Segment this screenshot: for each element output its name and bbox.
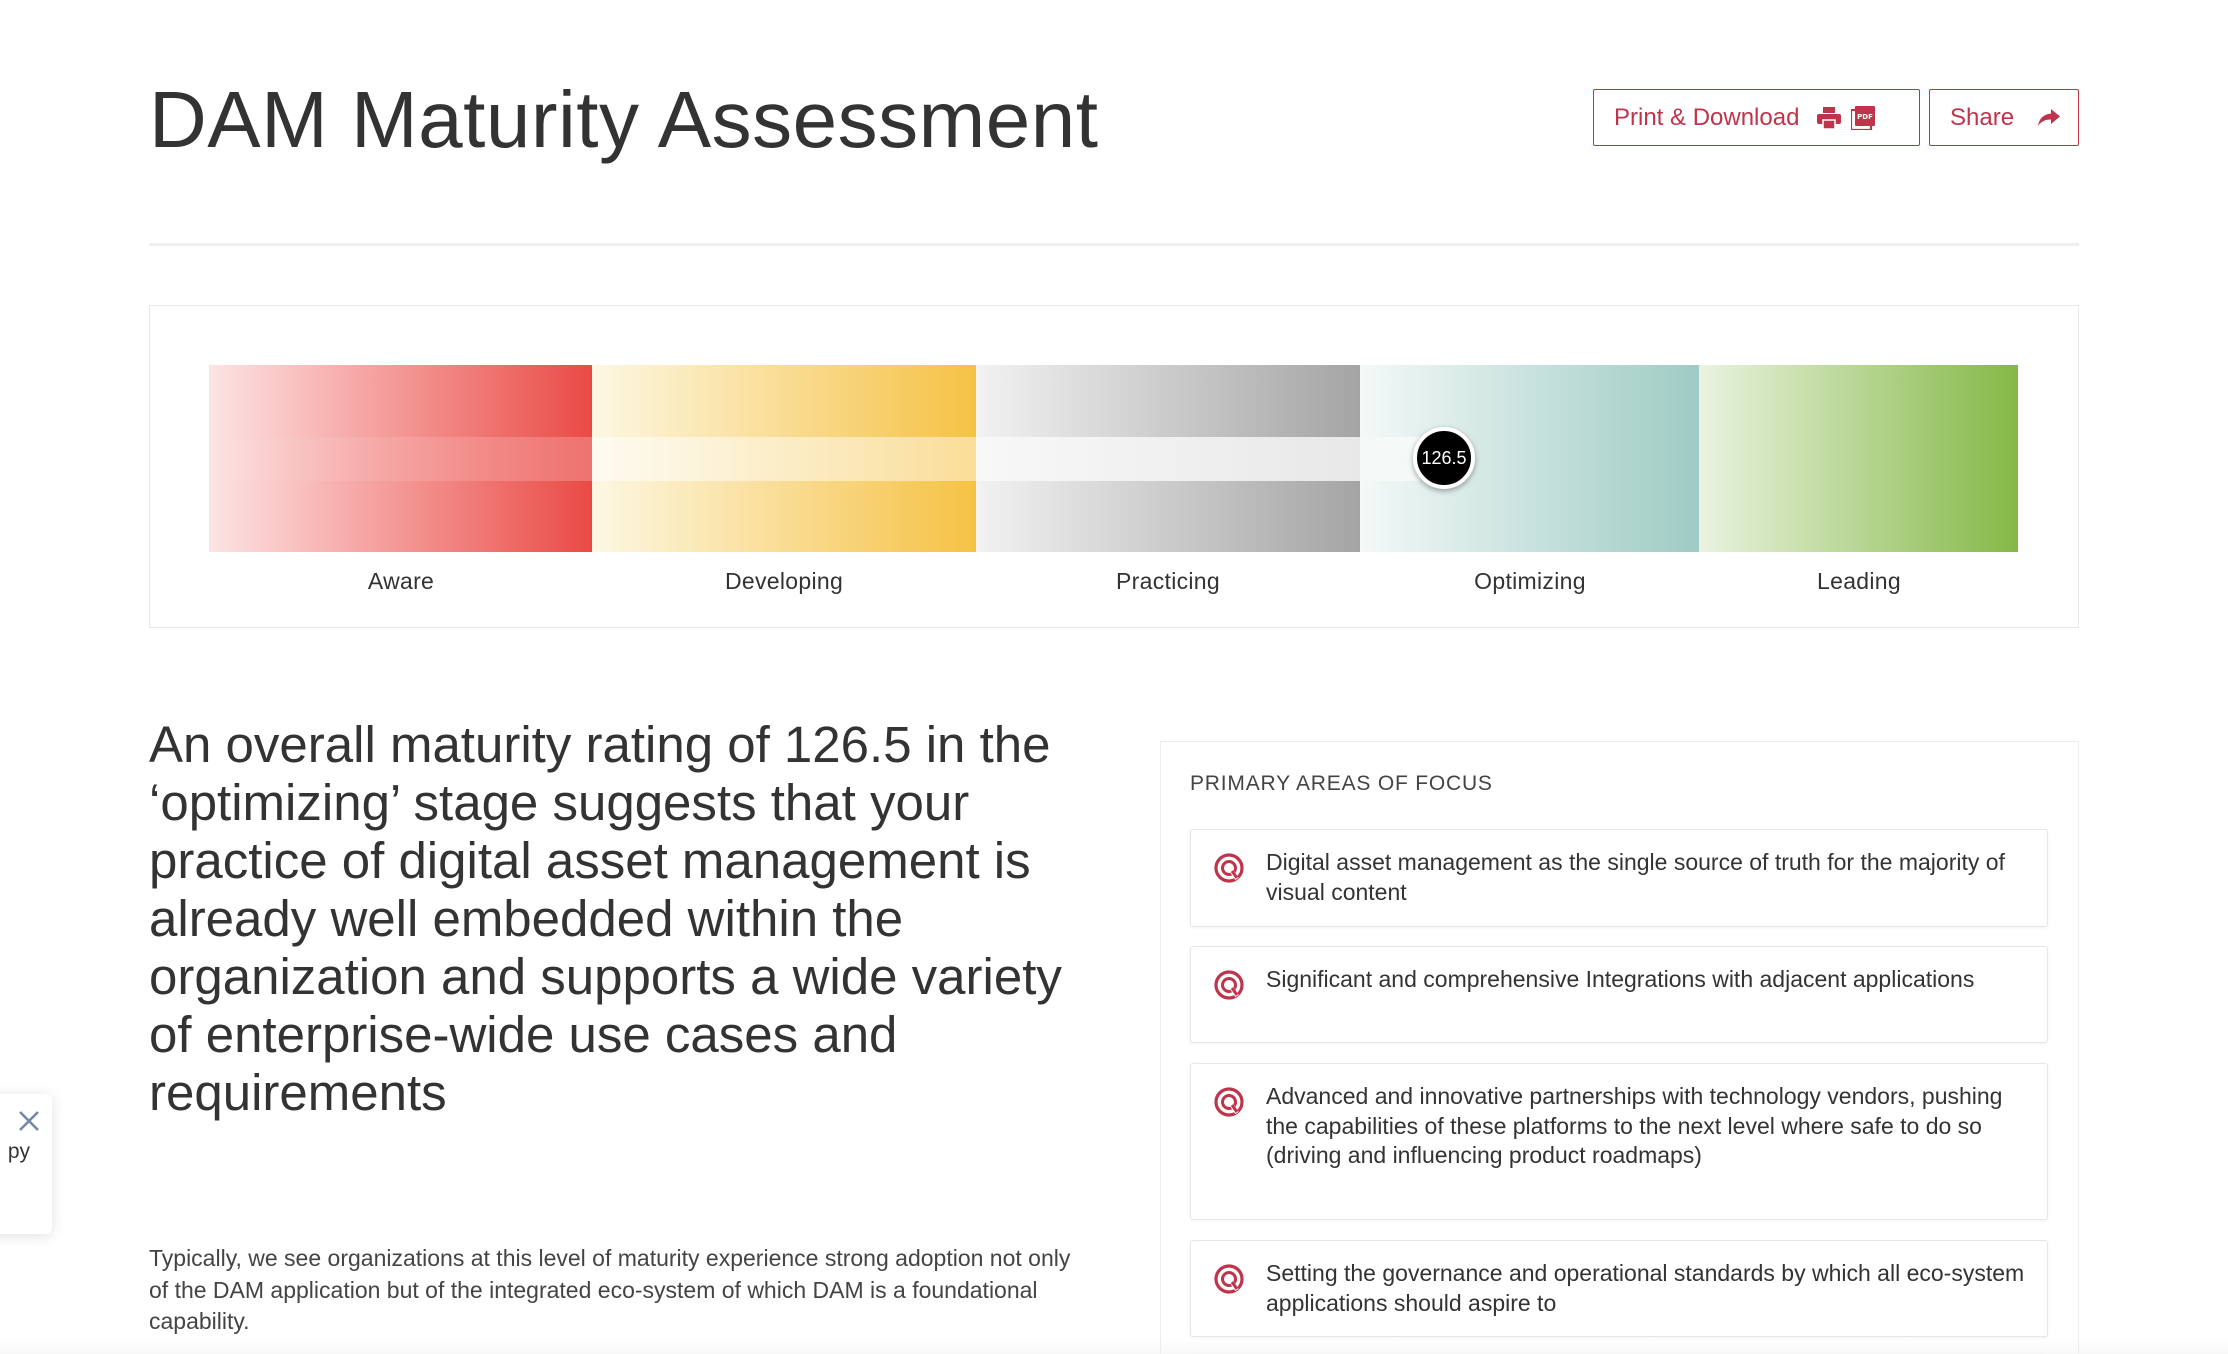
primary-focus-card	[1160, 741, 2079, 1354]
toast-popup: py	[0, 1094, 52, 1234]
segment-practicing	[976, 365, 1360, 552]
focus-item: Advanced and innovative partnerships wit…	[1190, 1063, 2048, 1220]
focus-item-text: Setting the governance and operational s…	[1266, 1260, 2025, 1316]
close-icon[interactable]	[14, 1106, 44, 1136]
printer-icon	[1817, 106, 1842, 129]
focus-item: Setting the governance and operational s…	[1190, 1240, 2048, 1337]
focus-item-text: Significant and comprehensive Integratio…	[1266, 966, 1975, 992]
print-download-label: Print & Download	[1614, 103, 1800, 131]
segment-leading	[1699, 365, 2018, 552]
toast-text: py	[7, 1140, 30, 1163]
segment-label-optimizing: Optimizing	[1474, 568, 1586, 594]
focus-title: PRIMARY AREAS OF FOCUS	[1190, 772, 1493, 795]
pdf-icon: PDF	[1851, 105, 1876, 130]
share-button[interactable]: Share	[1929, 89, 2079, 146]
focus-item-text: Advanced and innovative partnerships wit…	[1266, 1083, 2003, 1168]
print-download-button[interactable]: Print & Download PDF	[1593, 89, 1920, 146]
score-marker: 126.5	[1413, 427, 1475, 489]
maturity-scale-card	[149, 305, 2079, 628]
segment-optimizing	[1360, 365, 1699, 552]
segment-developing	[592, 365, 976, 552]
target-icon	[1213, 1263, 1245, 1295]
header-divider	[149, 243, 2079, 246]
segment-aware	[209, 365, 592, 552]
segment-label-developing: Developing	[724, 568, 844, 594]
target-icon	[1213, 1086, 1245, 1118]
svg-text:PDF: PDF	[1858, 113, 1874, 121]
focus-item-text: Digital asset management as the single s…	[1266, 849, 2005, 905]
share-arrow-icon	[2038, 108, 2061, 127]
segment-label-practicing: Practicing	[1116, 568, 1220, 594]
focus-item: Significant and comprehensive Integratio…	[1190, 946, 2048, 1043]
summary-headline: An overall maturity rating of 126.5 in t…	[149, 716, 1062, 1121]
target-icon	[1213, 969, 1245, 1001]
segment-label-leading: Leading	[1817, 568, 1901, 594]
summary-paragraph: Typically, we see organizations at this …	[149, 1245, 1071, 1334]
page-title: DAM Maturity Assessment	[149, 75, 1099, 164]
share-label: Share	[1950, 103, 2015, 131]
segment-label-aware: Aware	[367, 568, 435, 594]
focus-item: Digital asset management as the single s…	[1190, 829, 2048, 927]
bottom-fade	[0, 1338, 2228, 1354]
target-icon	[1213, 852, 1245, 884]
maturity-scale-bar	[209, 365, 2018, 552]
